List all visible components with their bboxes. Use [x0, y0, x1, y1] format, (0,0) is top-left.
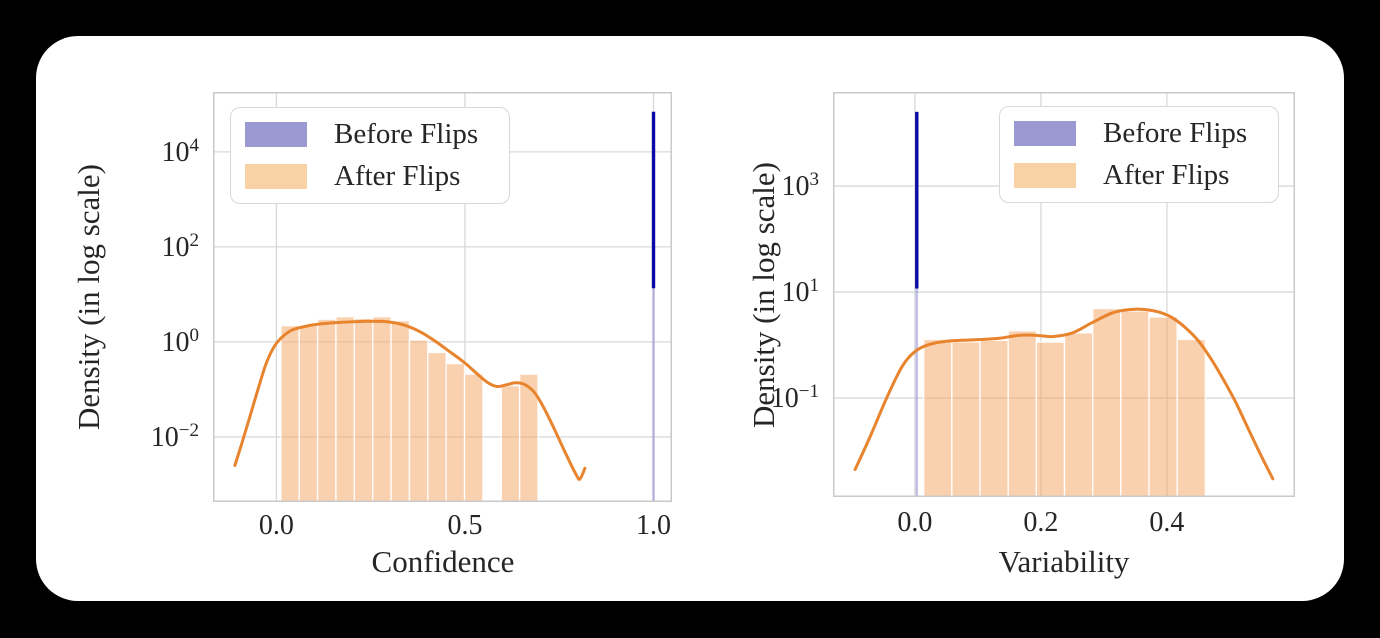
y-tick-label: 102 — [161, 229, 199, 264]
x-axis-label-left: Confidence — [371, 544, 515, 579]
after-flips-swatch-icon — [1014, 163, 1076, 188]
legend-item-after-flips: After Flips — [245, 162, 495, 191]
y-tick-label: 103 — [781, 168, 819, 203]
x-tick-label: 0.5 — [447, 510, 483, 541]
x-tick-label: 0.0 — [897, 507, 933, 538]
x-tick-label: 1.0 — [636, 510, 672, 541]
confidence-plot-area — [213, 92, 672, 502]
y-tick-label: 104 — [161, 134, 199, 169]
y-tick-label: 10−2 — [150, 419, 199, 454]
legend-label-before-flips: Before Flips — [1103, 117, 1248, 149]
legend-item-before-flips: Before Flips — [245, 120, 495, 149]
y-tick-label: 100 — [161, 324, 199, 359]
before-flips-swatch-icon — [1014, 121, 1076, 146]
x-tick-label: 0.4 — [1149, 507, 1185, 538]
legend-label-after-flips: After Flips — [334, 160, 461, 192]
legend-right: Before Flips After Flips — [999, 106, 1279, 203]
y-tick-label: 10−1 — [770, 380, 819, 415]
legend-item-after-flips: After Flips — [1014, 161, 1264, 190]
x-tick-label: 0.2 — [1023, 507, 1059, 538]
x-tick-label: 0.0 — [258, 510, 294, 541]
before-flips-swatch-icon — [245, 122, 307, 147]
x-axis-label-right: Variability — [998, 544, 1130, 579]
legend-left: Before Flips After Flips — [230, 107, 510, 204]
y-tick-label: 101 — [781, 274, 819, 309]
variability-plot-area — [833, 92, 1295, 497]
legend-label-before-flips: Before Flips — [334, 118, 479, 150]
legend-label-after-flips: After Flips — [1103, 159, 1230, 191]
after-flips-swatch-icon — [245, 164, 307, 189]
legend-item-before-flips: Before Flips — [1014, 119, 1264, 148]
